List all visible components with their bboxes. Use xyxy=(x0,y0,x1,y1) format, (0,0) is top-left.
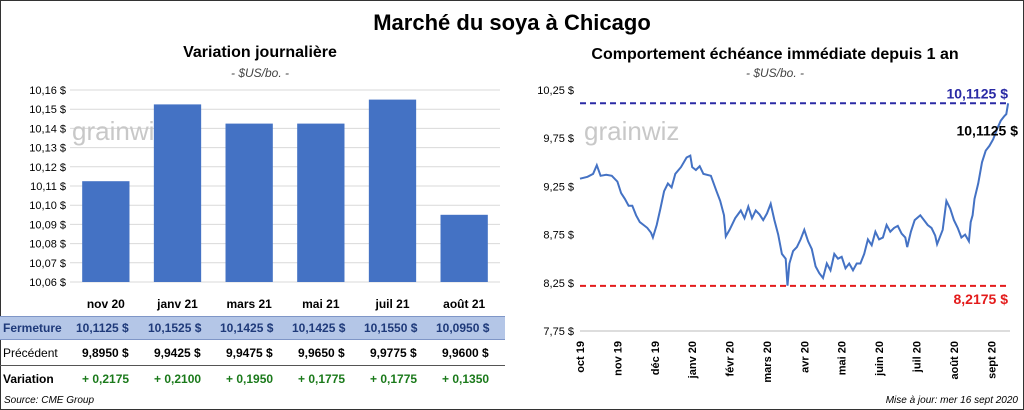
x-tick-label: janv 21 xyxy=(156,297,198,311)
table-cell: + 0,1775 xyxy=(370,372,418,386)
x-tick-label: oct 19 xyxy=(575,341,587,373)
bar xyxy=(440,214,488,282)
table-row-precedent: Précédent 9,8950 $ 9,9425 $ 9,9475 $ 9,9… xyxy=(0,342,505,364)
x-tick-label: juil 20 xyxy=(912,341,924,373)
y-tick-label: 10,14 $ xyxy=(29,123,66,135)
table-cell: 9,9475 $ xyxy=(226,346,273,360)
y-tick-label: 8,75 $ xyxy=(543,230,574,242)
table-cell: 10,1125 $ xyxy=(76,321,129,335)
row-label: Précédent xyxy=(3,346,58,360)
table-cell: 10,1550 $ xyxy=(364,321,418,335)
bar xyxy=(153,104,202,283)
x-tick-label: mai 21 xyxy=(302,297,340,311)
source-note: Source: CME Group xyxy=(4,395,95,406)
table-cell: 10,0950 $ xyxy=(436,321,490,335)
x-tick-label: sept 20 xyxy=(986,341,998,379)
table-cell: + 0,2100 xyxy=(154,372,202,386)
y-tick-label: 10,16 $ xyxy=(29,85,66,97)
main-title: Marché du soya à Chicago xyxy=(373,10,651,35)
table-cell: + 0,1950 xyxy=(226,372,274,386)
y-tick-label: 7,75 $ xyxy=(543,326,574,338)
bar xyxy=(368,99,417,282)
y-tick-label: 10,13 $ xyxy=(29,143,66,155)
y-tick-label: 8,25 $ xyxy=(543,278,574,290)
x-tick-label: déc 19 xyxy=(650,341,662,375)
table-cell: 9,8950 $ xyxy=(82,346,129,360)
x-tick-label: mars 20 xyxy=(762,341,774,383)
watermark: grainwiz xyxy=(584,116,679,146)
x-tick-label: avr 20 xyxy=(799,341,811,373)
table-cell: + 0,2175 xyxy=(82,372,130,386)
x-tick-label: nov 20 xyxy=(87,297,125,311)
bar xyxy=(297,123,345,282)
x-tick-label: nov 19 xyxy=(612,341,624,376)
y-tick-label: 10,06 $ xyxy=(29,277,66,289)
y-tick-label: 10,25 $ xyxy=(537,85,574,97)
table-row-variation: Variation + 0,2175 + 0,2100 + 0,1950 + 0… xyxy=(0,368,505,390)
y-tick-label: 10,12 $ xyxy=(29,162,66,174)
x-tick-label: juil 21 xyxy=(374,297,409,311)
table-cell: 10,1425 $ xyxy=(220,321,274,335)
watermark: grainwiz xyxy=(72,116,167,146)
price-line xyxy=(579,103,1010,286)
left-chart-subtitle: - $US/bo. - xyxy=(230,66,290,80)
table-cell: 10,1425 $ xyxy=(292,321,346,335)
table-row-fermeture: Fermeture 10,1125 $ 10,1525 $ 10,1425 $ … xyxy=(0,316,505,340)
right-chart-subtitle: - $US/bo. - xyxy=(745,66,805,80)
annotation-high-label: 10,1125 $ xyxy=(946,85,1008,101)
bar xyxy=(82,181,130,282)
y-tick-label: 10,09 $ xyxy=(29,219,66,231)
row-label: Variation xyxy=(3,372,54,386)
y-tick-label: 10,07 $ xyxy=(29,258,66,270)
y-tick-label: 10,15 $ xyxy=(29,104,66,116)
x-tick-label: juin 20 xyxy=(874,341,886,377)
left-bar-chart: 10,06 $ 10,07 $ 10,08 $ 10,09 $ 10,10 $ 10,11… xyxy=(29,85,500,311)
x-tick-label: janv 20 xyxy=(687,341,699,379)
table-cell: + 0,1350 xyxy=(442,372,490,386)
table-cell: 9,9650 $ xyxy=(298,346,345,360)
right-line-chart: 7,75 $ 8,25 $ 8,75 $ 9,25 $ 9,75 $ 10,25 $ gra… xyxy=(537,85,1018,383)
bar xyxy=(225,123,273,282)
table-cell: + 0,1775 xyxy=(298,372,346,386)
x-tick-label: mai 20 xyxy=(837,341,849,375)
update-note: Mise à jour: mer 16 sept 2020 xyxy=(885,395,1018,406)
row-label: Fermeture xyxy=(3,321,62,335)
table-cell: 9,9425 $ xyxy=(154,346,201,360)
x-tick-label: mars 21 xyxy=(226,297,272,311)
table-cell: 9,9775 $ xyxy=(370,346,417,360)
table-divider xyxy=(0,365,505,366)
x-tick-label: févr 20 xyxy=(725,341,737,376)
right-chart-title: Comportement échéance immédiate depuis 1… xyxy=(591,46,959,63)
y-tick-label: 9,75 $ xyxy=(543,133,574,145)
y-tick-label: 10,08 $ xyxy=(29,239,66,251)
x-tick-label: août 21 xyxy=(443,297,485,311)
y-tick-label: 9,25 $ xyxy=(543,181,574,193)
left-chart-title: Variation journalière xyxy=(183,44,337,61)
x-tick-label: août 20 xyxy=(949,341,961,380)
table-cell: 9,9600 $ xyxy=(442,346,489,360)
table-cell: 10,1525 $ xyxy=(148,321,202,335)
annotation-last-price-label: 10,1125 $ xyxy=(956,122,1018,138)
y-tick-label: 10,11 $ xyxy=(30,181,66,193)
y-tick-label: 10,10 $ xyxy=(29,200,66,212)
annotation-low-label: 8,2175 $ xyxy=(954,291,1009,307)
